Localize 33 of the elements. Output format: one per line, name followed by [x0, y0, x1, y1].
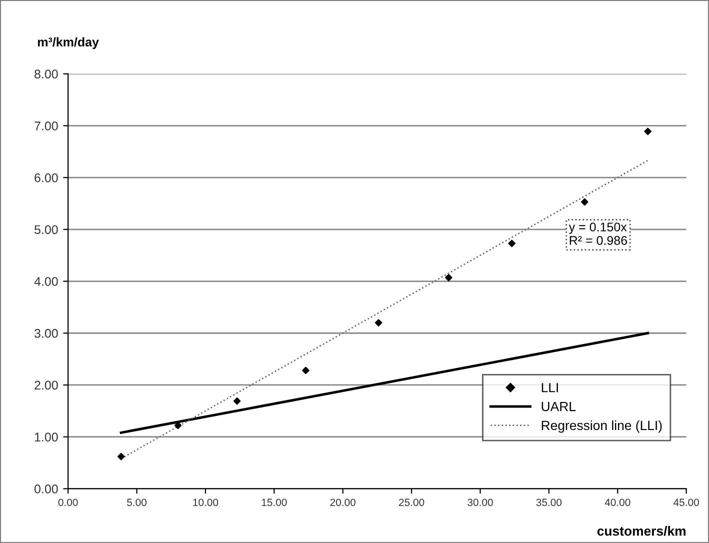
point	[508, 240, 516, 248]
y-tick-label: 5.00	[34, 225, 58, 234]
y-tick-label: 4.00	[34, 277, 58, 286]
legend-label: Regression line (LLI)	[542, 420, 662, 433]
point	[233, 397, 241, 405]
y-tick-label: 2.00	[34, 380, 58, 390]
x-axis-title: customers/km	[597, 526, 686, 536]
y-tick-label: 0.00	[34, 484, 58, 494]
x-tick-label: 10.00	[193, 498, 218, 506]
point	[117, 452, 125, 460]
x-tick-label: 30.00	[468, 498, 493, 506]
point	[302, 366, 310, 374]
y-axis-title: m³/km/day	[38, 37, 99, 49]
x-tick-label: 0.00	[58, 498, 78, 506]
legend-label: UARL	[542, 402, 576, 412]
x-tick-label: 40.00	[604, 498, 630, 506]
point	[581, 198, 588, 206]
x-tick-label: 25.00	[399, 498, 424, 506]
x-tick-label: 45.00	[674, 498, 699, 506]
x-tick-label: 20.00	[330, 498, 356, 506]
x-tick-label: 35.00	[536, 498, 562, 506]
legend-label: LLI	[542, 383, 558, 392]
point	[374, 319, 382, 326]
annotation: y = 0.150x R² = 0.986	[568, 222, 628, 245]
y-tick-label: 3.00	[34, 328, 58, 338]
point	[644, 128, 652, 136]
y-tick-label: 7.00	[34, 122, 58, 130]
x-tick-label: 5.00	[127, 498, 146, 506]
x-tick-label: 15.00	[262, 498, 287, 506]
point	[444, 274, 452, 282]
y-tick-label: 6.00	[34, 173, 58, 182]
y-tick-label: 8.00	[34, 70, 58, 78]
y-tick-label: 1.00	[34, 432, 58, 442]
